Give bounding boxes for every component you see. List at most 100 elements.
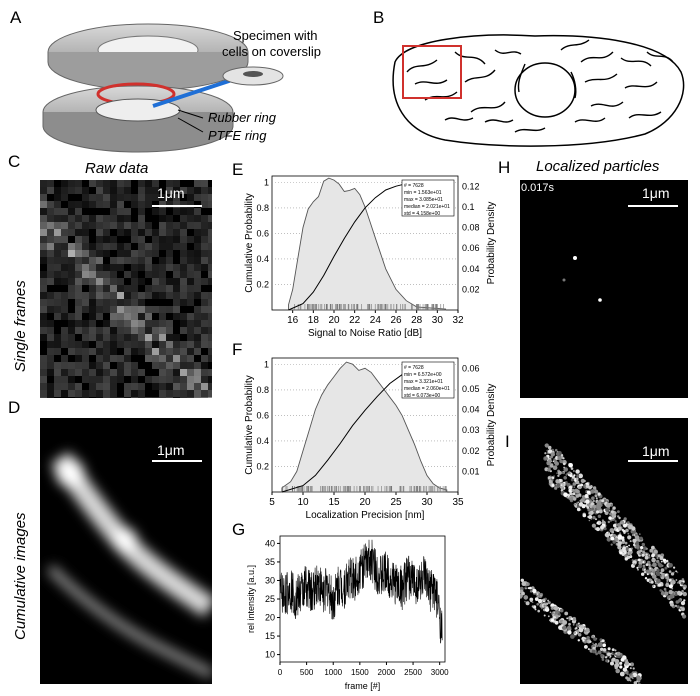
pixel [194, 264, 201, 271]
pixel [159, 376, 166, 383]
pixel [180, 236, 187, 243]
pixel [82, 257, 89, 264]
localization-dot [568, 619, 571, 622]
pixel [68, 257, 75, 264]
pixel [201, 187, 208, 194]
pixel [194, 229, 201, 236]
localization-dot [656, 556, 659, 560]
pixel [159, 194, 166, 201]
pixel [61, 187, 68, 194]
pixel [138, 306, 145, 313]
localization-dot [652, 571, 656, 574]
pixel [96, 299, 103, 306]
localization-dot [596, 522, 599, 525]
x-tick-label: 5 [269, 497, 275, 508]
localization-dot [596, 644, 599, 648]
pixel [47, 229, 54, 236]
pixel [152, 327, 159, 334]
pixel [54, 264, 61, 271]
pixel [131, 341, 138, 348]
pixel [159, 348, 166, 355]
localization-dot [629, 554, 632, 557]
pixel [194, 320, 201, 327]
localization-dot [677, 599, 682, 603]
pixel [194, 236, 201, 243]
x-tick-label: 20 [328, 315, 340, 326]
pixel [187, 376, 194, 383]
y-tick-label-left: 1 [264, 359, 269, 369]
localization-dot [626, 677, 631, 682]
localization-dot [658, 563, 663, 568]
localization-dot [591, 523, 596, 528]
localization-dot [590, 489, 595, 494]
localization-dot [637, 558, 641, 562]
pixel [47, 250, 54, 257]
pixel [54, 306, 61, 313]
pixel [82, 362, 89, 369]
localization-dot [597, 492, 601, 496]
pixel [75, 278, 82, 285]
pixel [187, 383, 194, 390]
localization-dot [582, 513, 587, 518]
pixel [75, 180, 82, 187]
pixel [208, 376, 212, 383]
pixel [194, 327, 201, 334]
localization-dot [584, 494, 589, 498]
localization-dot [682, 591, 687, 597]
localization-dot [667, 578, 670, 581]
pixel [180, 264, 187, 271]
pixel [159, 292, 166, 299]
pixel [166, 327, 173, 334]
pixel [89, 243, 96, 250]
pixel [194, 271, 201, 278]
localization-dot [680, 581, 684, 585]
localization-dot [632, 529, 637, 534]
localization-dot [643, 571, 647, 574]
pixel [173, 355, 180, 362]
pixel [131, 348, 138, 355]
pixel [166, 292, 173, 299]
localization-dot [610, 661, 614, 666]
pixel [40, 320, 47, 327]
pixel [173, 383, 180, 390]
x-tick-label: 22 [349, 315, 361, 326]
localization-dot [652, 562, 657, 567]
pixel [208, 320, 212, 327]
pixel [75, 187, 82, 194]
localization-dot [659, 574, 662, 578]
cell-outline [392, 34, 685, 147]
localization-dot [575, 477, 579, 481]
pixel [138, 348, 145, 355]
pixel [117, 299, 124, 306]
pixel [131, 306, 138, 313]
pixel [110, 313, 117, 320]
pixel [166, 229, 173, 236]
localization-dot [656, 568, 660, 573]
pixel [40, 278, 47, 285]
pixel [68, 369, 75, 376]
localization-dot [591, 649, 596, 654]
pixel [208, 271, 212, 278]
localization-dot [566, 482, 571, 487]
pixel [96, 257, 103, 264]
pixel [187, 215, 194, 222]
pixel [96, 334, 103, 341]
pixel [145, 194, 152, 201]
localization-dot [604, 532, 610, 538]
pixel [138, 229, 145, 236]
localization-dot [603, 499, 607, 503]
pixel [47, 236, 54, 243]
cumulative-image [40, 418, 212, 684]
y-axis-label-right: Probability Density [486, 202, 497, 285]
pixel [131, 229, 138, 236]
localization-dot [621, 540, 626, 544]
pixel [201, 334, 208, 341]
localization-dot [544, 452, 547, 455]
pixel [166, 194, 173, 201]
pixel [187, 313, 194, 320]
pixel [138, 397, 145, 398]
localization-dot [557, 474, 560, 477]
pixel [103, 292, 110, 299]
localization-dot [670, 572, 675, 576]
pixel [96, 201, 103, 208]
